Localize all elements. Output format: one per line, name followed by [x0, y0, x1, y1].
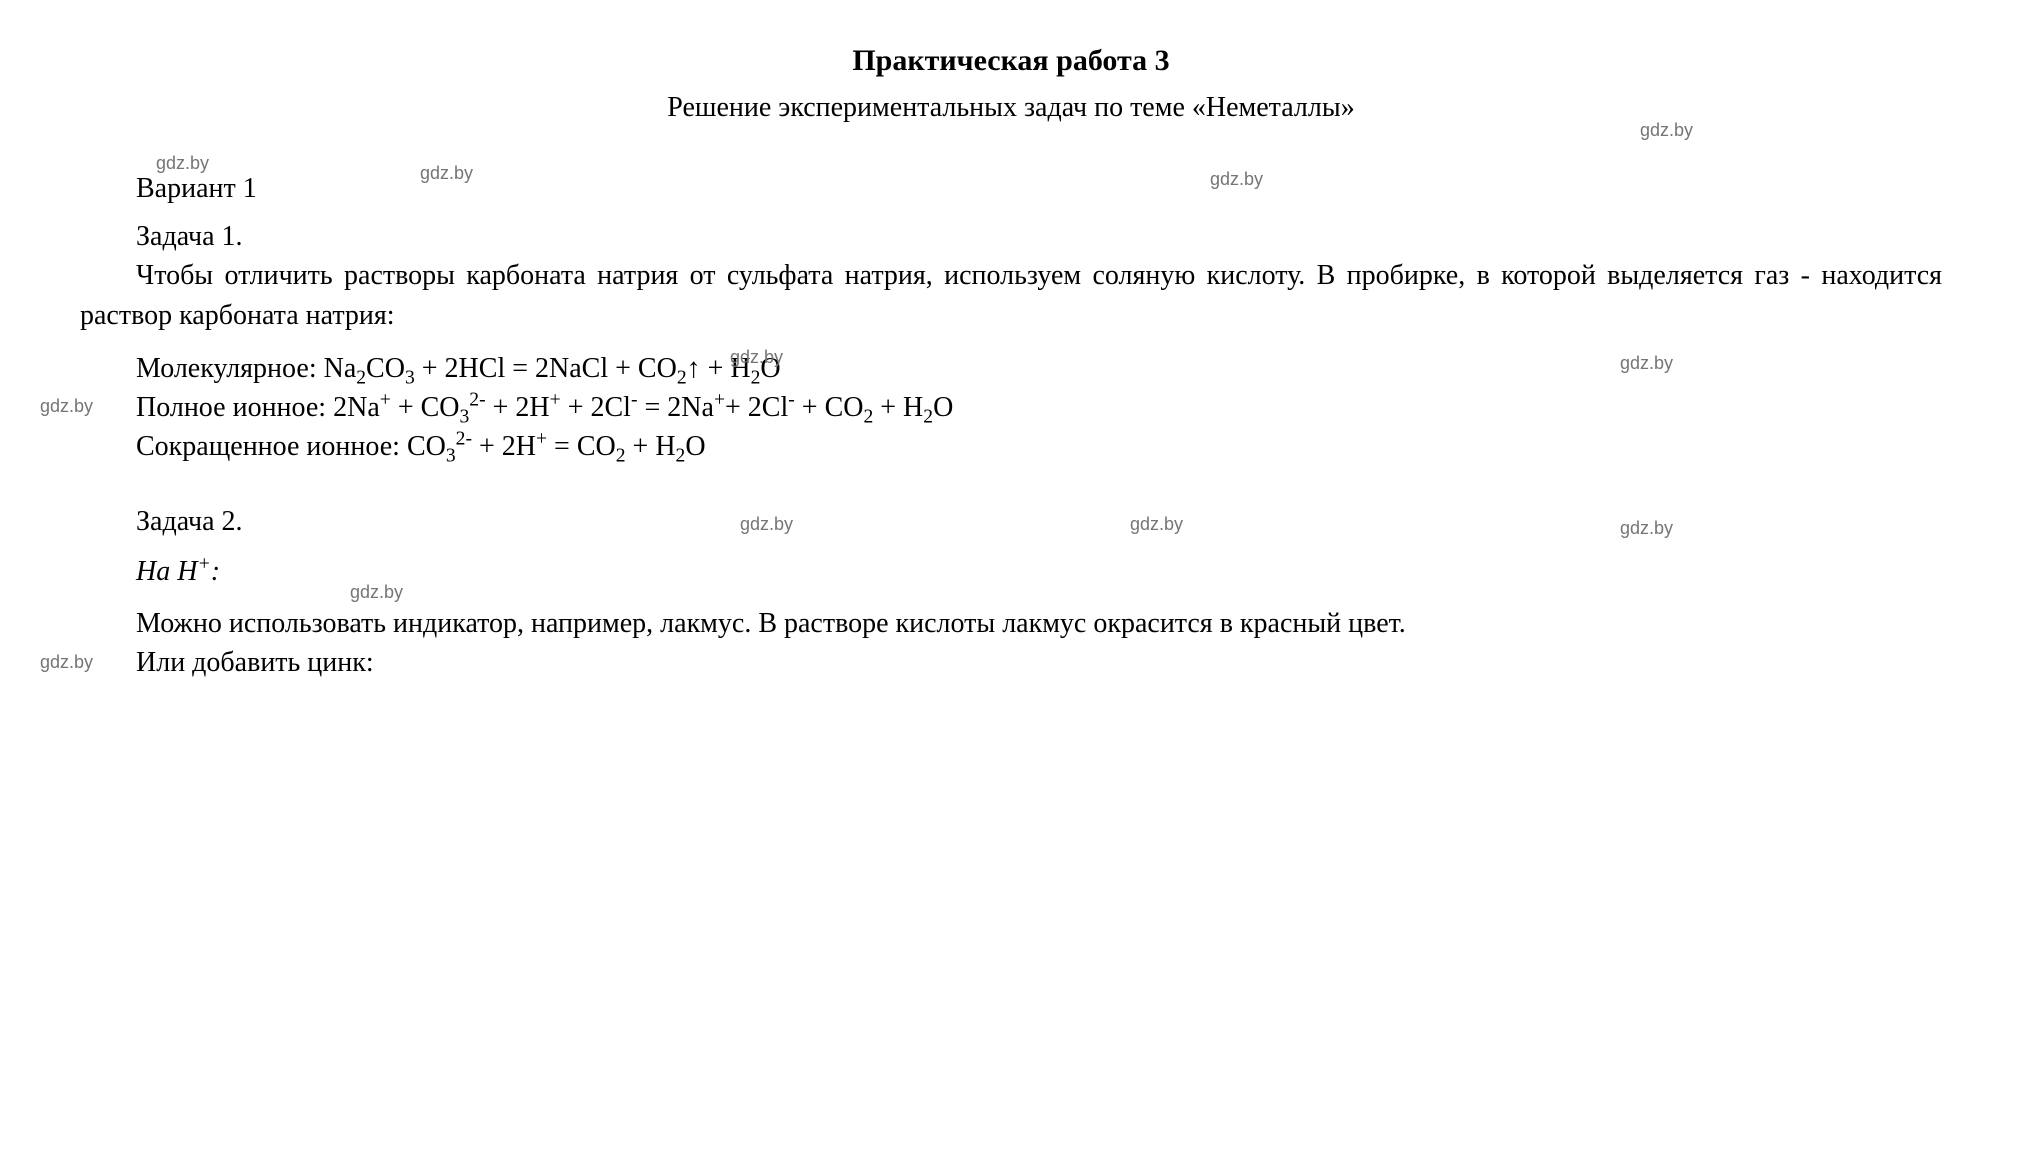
- task2-label: Задача 2.: [80, 502, 243, 541]
- watermark: gdz.by: [350, 580, 403, 605]
- watermark: gdz.by: [40, 394, 93, 419]
- full-ionic-equation: Полное ионное: 2Na+ + CO32- + 2H+ + 2Cl-…: [80, 388, 1942, 427]
- watermark: gdz.by: [1210, 167, 1263, 192]
- page-title: Практическая работа 3: [80, 40, 1942, 82]
- short-ionic-label: Сокращенное ионное:: [136, 431, 407, 462]
- watermark: gdz.by: [1130, 512, 1183, 537]
- task1-label: Задача 1.: [80, 217, 1942, 256]
- watermark: gdz.by: [420, 161, 473, 186]
- full-ionic-eq: 2Na+ + CO32- + 2H+ + 2Cl- = 2Na++ 2Cl- +…: [333, 392, 953, 423]
- short-ionic-equation: Сокращенное ионное: CO32- + 2H+ = CO2 + …: [80, 427, 1942, 466]
- task2-intro: Можно использовать индикатор, например, …: [80, 604, 1942, 643]
- full-ionic-label: Полное ионное:: [136, 392, 333, 423]
- molecular-eq: Na2CO3 + 2HCl = 2NaCl + CO2↑ + H2O: [324, 353, 781, 384]
- short-ionic-eq: CO32- + 2H+ = CO2 + H2O: [407, 431, 706, 462]
- watermark: gdz.by: [730, 345, 783, 370]
- watermark: gdz.by: [40, 650, 93, 675]
- watermark: gdz.by: [1620, 351, 1673, 376]
- task1-intro: Чтобы отличить растворы карбоната натрия…: [80, 256, 1942, 334]
- watermark: gdz.by: [1640, 118, 1693, 143]
- watermark: gdz.by: [1620, 516, 1673, 541]
- task2-or-add: Или добавить цинк:: [80, 643, 1942, 682]
- watermark: gdz.by: [740, 512, 793, 537]
- molecular-label: Молекулярное:: [136, 353, 324, 384]
- variant-label: Вариант 1: [80, 169, 257, 208]
